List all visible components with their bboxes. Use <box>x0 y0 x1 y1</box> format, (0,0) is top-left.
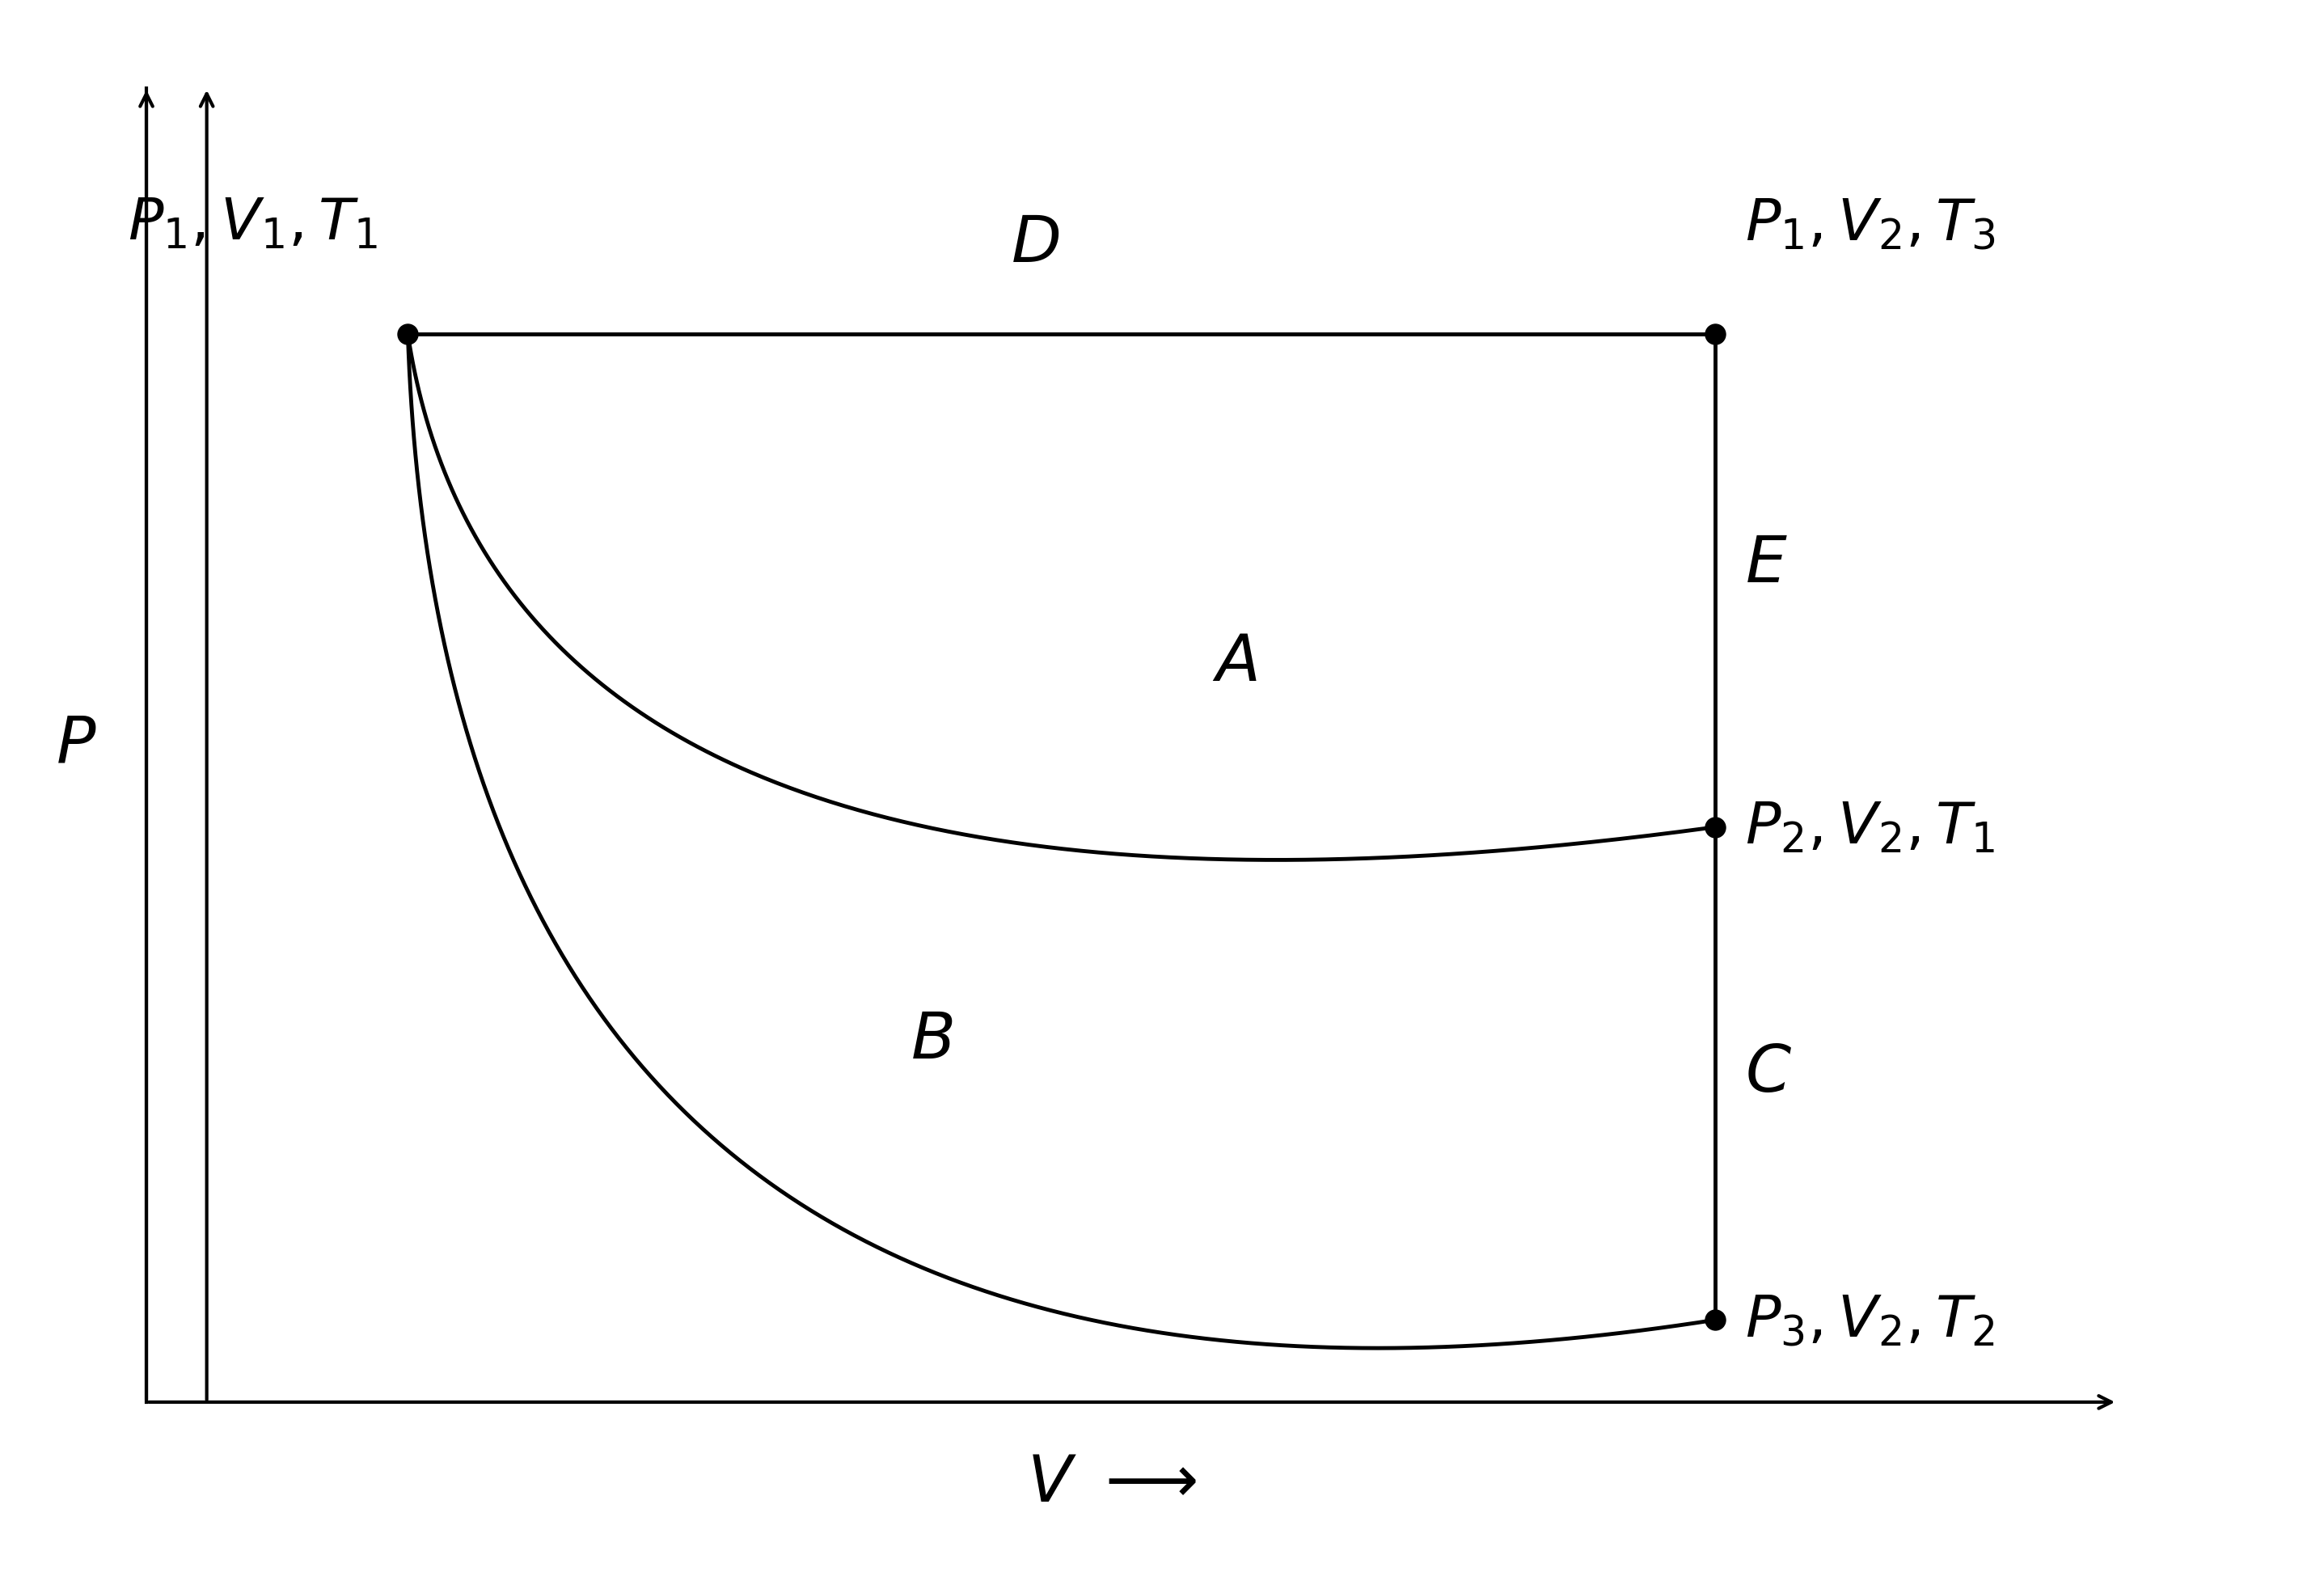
Text: $A$: $A$ <box>1213 632 1257 695</box>
Text: $P_1, V_2, T_3$: $P_1, V_2, T_3$ <box>1745 195 1996 252</box>
Text: $P$: $P$ <box>56 714 95 777</box>
Text: $P_3, V_2, T_2$: $P_3, V_2, T_2$ <box>1745 1292 1994 1349</box>
Text: $C$: $C$ <box>1745 1042 1792 1105</box>
Text: $D$: $D$ <box>1011 212 1060 275</box>
Text: $V$ $\longrightarrow$: $V$ $\longrightarrow$ <box>1027 1453 1197 1515</box>
Text: $P_2, V_2, T_1$: $P_2, V_2, T_1$ <box>1745 799 1994 855</box>
Text: $E$: $E$ <box>1745 533 1787 596</box>
Text: $B$: $B$ <box>911 1009 953 1072</box>
Text: $P_1, V_1, T_1$: $P_1, V_1, T_1$ <box>128 195 379 252</box>
